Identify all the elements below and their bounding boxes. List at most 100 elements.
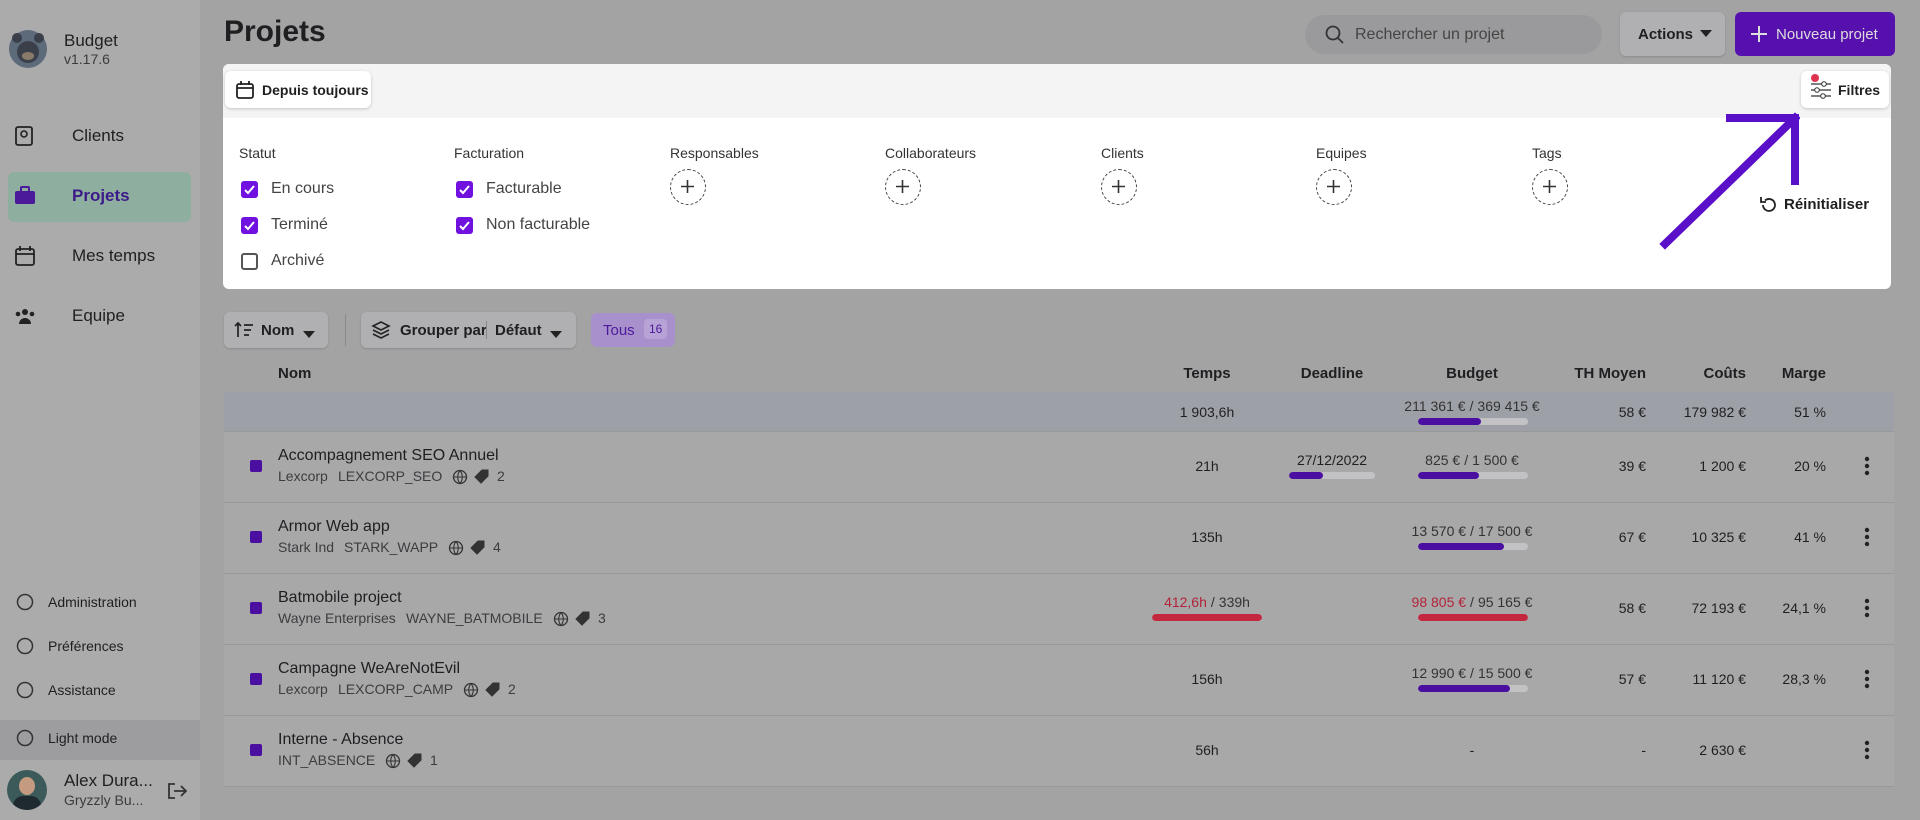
reset-label[interactable]: Réinitialiser [1784, 196, 1870, 213]
new-project-button[interactable]: Nouveau projet [1735, 12, 1895, 56]
progress-bar [1418, 685, 1528, 692]
checkbox-label[interactable]: Archivé [271, 252, 325, 269]
checkbox-label[interactable]: Facturable [486, 180, 562, 197]
user-avatar [7, 770, 47, 810]
add-filter[interactable] [670, 169, 706, 205]
filters-button[interactable]: Filtres [1801, 71, 1889, 108]
bottom-icon[interactable] [15, 592, 35, 617]
status-dot [250, 673, 262, 685]
bottom-item[interactable]: Administration [48, 594, 137, 610]
marge: 24,1 % [1782, 600, 1826, 616]
tag-count: 2 [508, 681, 516, 697]
column-header: Budget [1446, 365, 1498, 382]
app-name: Budget [64, 31, 118, 50]
checkbox[interactable] [456, 181, 473, 198]
temps: 135h [1191, 529, 1223, 545]
total-budget: 211 361 €/369 415 € [1322, 398, 1622, 414]
group-button[interactable]: Grouper par Défaut [361, 312, 576, 348]
row-menu[interactable] [1864, 527, 1870, 552]
checkbox-label[interactable]: Terminé [271, 216, 328, 233]
nav-item[interactable]: Mes temps [72, 246, 156, 265]
project-row[interactable] [224, 432, 1894, 503]
checkbox-label[interactable]: Non facturable [486, 216, 591, 233]
bottom-item[interactable]: Light mode [48, 730, 118, 746]
filter-title: Tags [1532, 145, 1562, 161]
row-menu[interactable] [1864, 740, 1870, 765]
new-project-label: Nouveau projet [1776, 26, 1878, 43]
project-code: INT_ABSENCE [278, 752, 376, 768]
reset-icon[interactable] [1759, 195, 1779, 215]
nav-icon[interactable] [14, 305, 36, 332]
nav-icon[interactable] [14, 125, 36, 152]
project-row[interactable] [224, 574, 1894, 645]
th-moyen: 58 € [1618, 600, 1646, 616]
checkbox[interactable] [456, 217, 473, 234]
th-moyen: 57 € [1618, 671, 1646, 687]
tag-icon [474, 469, 494, 490]
tab-count: 16 [644, 319, 668, 339]
bottom-item[interactable]: Assistance [48, 682, 116, 698]
logout-icon[interactable] [166, 781, 188, 801]
add-filter[interactable] [1316, 169, 1352, 205]
project-name[interactable]: Accompagnement SEO Annuel [278, 447, 499, 464]
total: 15 500 € [1477, 665, 1533, 681]
tab-all[interactable]: Tous 16 [591, 313, 675, 347]
project-name[interactable]: Armor Web app [278, 518, 390, 535]
row-menu[interactable] [1864, 669, 1870, 694]
column-header: Marge [1781, 365, 1826, 382]
add-filter[interactable] [1101, 169, 1137, 205]
bottom-icon[interactable] [15, 636, 35, 661]
group-value: Défaut [495, 322, 542, 339]
couts: 11 120 € [1692, 671, 1746, 687]
progress-bar [1418, 418, 1528, 425]
project-name[interactable]: Batmobile project [278, 589, 402, 606]
nav-item[interactable]: Equipe [72, 306, 125, 325]
bottom-icon[interactable] [15, 680, 35, 705]
row-menu[interactable] [1864, 598, 1870, 623]
sort-button[interactable]: Nom [224, 312, 328, 348]
checkbox[interactable] [241, 217, 258, 234]
filter-title: Clients [1101, 145, 1144, 161]
bottom-icon[interactable] [15, 728, 35, 753]
total-couts: 179 982 € [1683, 404, 1746, 420]
user-name[interactable]: Alex Dura... [64, 771, 153, 790]
project-row[interactable] [224, 503, 1894, 574]
add-filter[interactable] [1532, 169, 1568, 205]
add-filter[interactable] [885, 169, 921, 205]
nav-icon[interactable] [14, 185, 36, 212]
bottom-item[interactable]: Préférences [48, 638, 124, 654]
page-title: Projets [224, 15, 326, 48]
project-name[interactable]: Interne - Absence [278, 731, 404, 748]
filter-title: Facturation [454, 145, 525, 161]
spent: 825 € [1425, 452, 1461, 468]
row-menu[interactable] [1864, 456, 1870, 481]
spent: 12 990 € [1411, 665, 1467, 681]
nav-active [8, 172, 191, 222]
total: 1 500 € [1472, 452, 1519, 468]
checkbox-label[interactable]: En cours [271, 180, 335, 197]
user-org: Gryzzly Bu... [64, 792, 144, 808]
actions-button[interactable]: Actions [1620, 12, 1725, 56]
nav-item[interactable]: Clients [72, 126, 124, 145]
progress-bar [1418, 614, 1528, 621]
nav-icon[interactable] [14, 245, 36, 272]
period-button[interactable]: Depuis toujours [225, 71, 371, 108]
project-row[interactable] [224, 645, 1894, 716]
spent: 211 361 € [1404, 398, 1466, 414]
marge: 41 % [1794, 529, 1826, 545]
search[interactable]: Rechercher un projet [1305, 15, 1602, 54]
couts: 72 193 € [1691, 600, 1747, 616]
project-name[interactable]: Campagne WeAreNotEvil [278, 660, 461, 677]
total: 369 415 € [1477, 398, 1540, 414]
checkbox[interactable] [241, 181, 258, 198]
tag-icon [575, 611, 595, 632]
project-row[interactable] [224, 716, 1894, 787]
total-temps: 1 903,6h [1179, 404, 1235, 420]
budget: 98 805 €/95 165 € [1322, 594, 1622, 610]
separator: / [1469, 398, 1474, 414]
column-header: Temps [1183, 365, 1231, 382]
caret [550, 326, 562, 344]
project-code: LEXCORP_CAMP [338, 681, 454, 697]
checkbox[interactable] [241, 253, 258, 270]
nav-item[interactable]: Projets [72, 186, 130, 205]
